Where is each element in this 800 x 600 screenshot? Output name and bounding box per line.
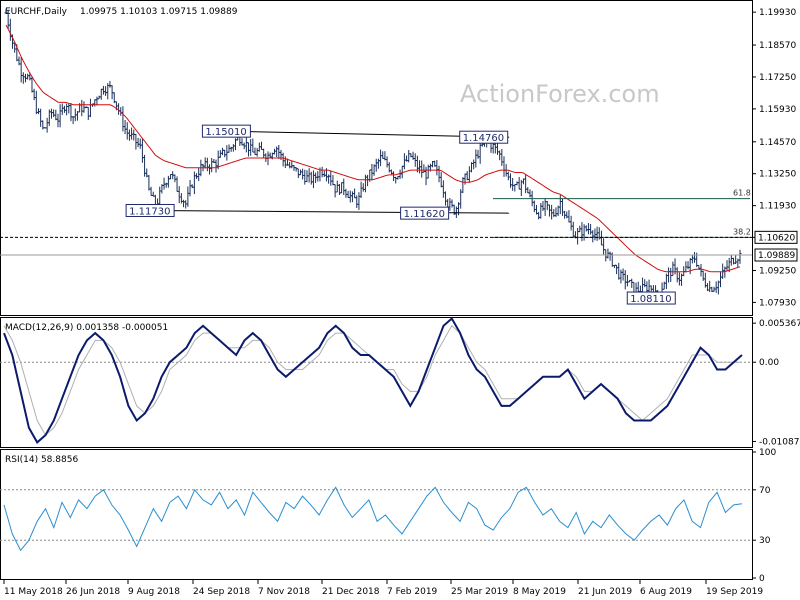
level-annotation-label: 1.14760 bbox=[463, 133, 504, 144]
trendline bbox=[150, 209, 510, 214]
rsi-header: RSI(14) 58.8856 bbox=[5, 455, 78, 465]
x-tick-label: 8 May 2019 bbox=[513, 587, 566, 597]
x-tick-label: 9 Aug 2018 bbox=[128, 587, 180, 597]
price-panel bbox=[0, 0, 753, 316]
price-tick-label: 1.11930 bbox=[759, 202, 796, 212]
moving-average-line bbox=[5, 24, 741, 273]
fib-level-label: 38.2 bbox=[733, 227, 751, 236]
price-tick-label: 1.07930 bbox=[759, 298, 796, 308]
x-tick-label: 26 Jun 2018 bbox=[66, 587, 120, 597]
ohlc-readout: 1.09975 1.10103 1.09715 1.09889 bbox=[80, 7, 238, 17]
price-tick-label: 1.09250 bbox=[759, 266, 796, 276]
rsi-tick-label: 30 bbox=[759, 536, 771, 546]
last-price-tag bbox=[754, 248, 798, 262]
macd-tick-label: 0.005367 bbox=[759, 319, 800, 329]
x-tick-label: 7 Nov 2018 bbox=[258, 587, 310, 597]
fib-level-label: 61.8 bbox=[733, 189, 751, 198]
x-tick-label: 25 Mar 2019 bbox=[451, 587, 508, 597]
level-annotation-box bbox=[459, 130, 509, 144]
level-annotation-label: 1.11620 bbox=[404, 209, 445, 220]
price-layer: 61.8 38.2 1.15010 1.14760 1.11730 1.11620 1.08… bbox=[0, 8, 752, 305]
rsi-panel bbox=[0, 449, 753, 580]
x-tick-label: 21 Jun 2019 bbox=[578, 587, 632, 597]
axis-layer: 1.19930 1.18570 1.17250 1.15930 1.14570 1.132… bbox=[3, 8, 800, 597]
level-annotation-box bbox=[400, 206, 450, 220]
level-annotation-label: 1.08110 bbox=[630, 294, 671, 305]
macd-layer bbox=[0, 316, 752, 444]
rsi-layer bbox=[0, 486, 752, 552]
level-annotation-label: 1.11730 bbox=[129, 206, 170, 217]
rsi-tick-label: 0 bbox=[759, 574, 765, 584]
x-tick-label: 24 Sep 2018 bbox=[193, 587, 250, 597]
price-tick-label: 1.13250 bbox=[759, 170, 796, 180]
macd-line bbox=[3, 316, 743, 444]
rsi-line bbox=[3, 486, 743, 552]
macd-tick-label: -0.010875 bbox=[759, 437, 800, 447]
price-header: EURCHF,Daily bbox=[5, 7, 68, 17]
macd-header: MACD(12,26,9) 0.001358 -0.000051 bbox=[5, 323, 168, 333]
resistance-tag-label: 1.10620 bbox=[758, 233, 795, 243]
rsi-tick-label: 100 bbox=[759, 448, 776, 458]
macd-panel bbox=[0, 317, 753, 448]
last-price-tag-label: 1.09889 bbox=[758, 251, 795, 261]
resistance-tag bbox=[754, 230, 798, 244]
price-tick-label: 1.18570 bbox=[759, 41, 796, 51]
price-tick-label: 1.15930 bbox=[759, 105, 796, 115]
x-tick-label: 19 Sep 2019 bbox=[706, 587, 763, 597]
watermark: ActionForex.com bbox=[460, 80, 660, 108]
level-annotation-box bbox=[125, 203, 175, 217]
price-tick-label: 1.19930 bbox=[759, 8, 796, 18]
rsi-tick-label: 70 bbox=[759, 486, 771, 496]
price-tick-label: 1.17250 bbox=[759, 73, 796, 83]
x-tick-label: 7 Feb 2019 bbox=[387, 587, 438, 597]
x-tick-label: 6 Aug 2019 bbox=[640, 587, 692, 597]
x-tick-label: 21 Dec 2018 bbox=[322, 587, 380, 597]
level-annotation-box bbox=[201, 124, 251, 138]
level-annotation-box bbox=[626, 291, 676, 305]
x-tick-label: 11 May 2018 bbox=[4, 587, 63, 597]
price-tick-label: 1.14570 bbox=[759, 138, 796, 148]
macd-tick-label: 0.00 bbox=[759, 358, 779, 368]
level-annotation-label: 1.15010 bbox=[205, 127, 246, 138]
